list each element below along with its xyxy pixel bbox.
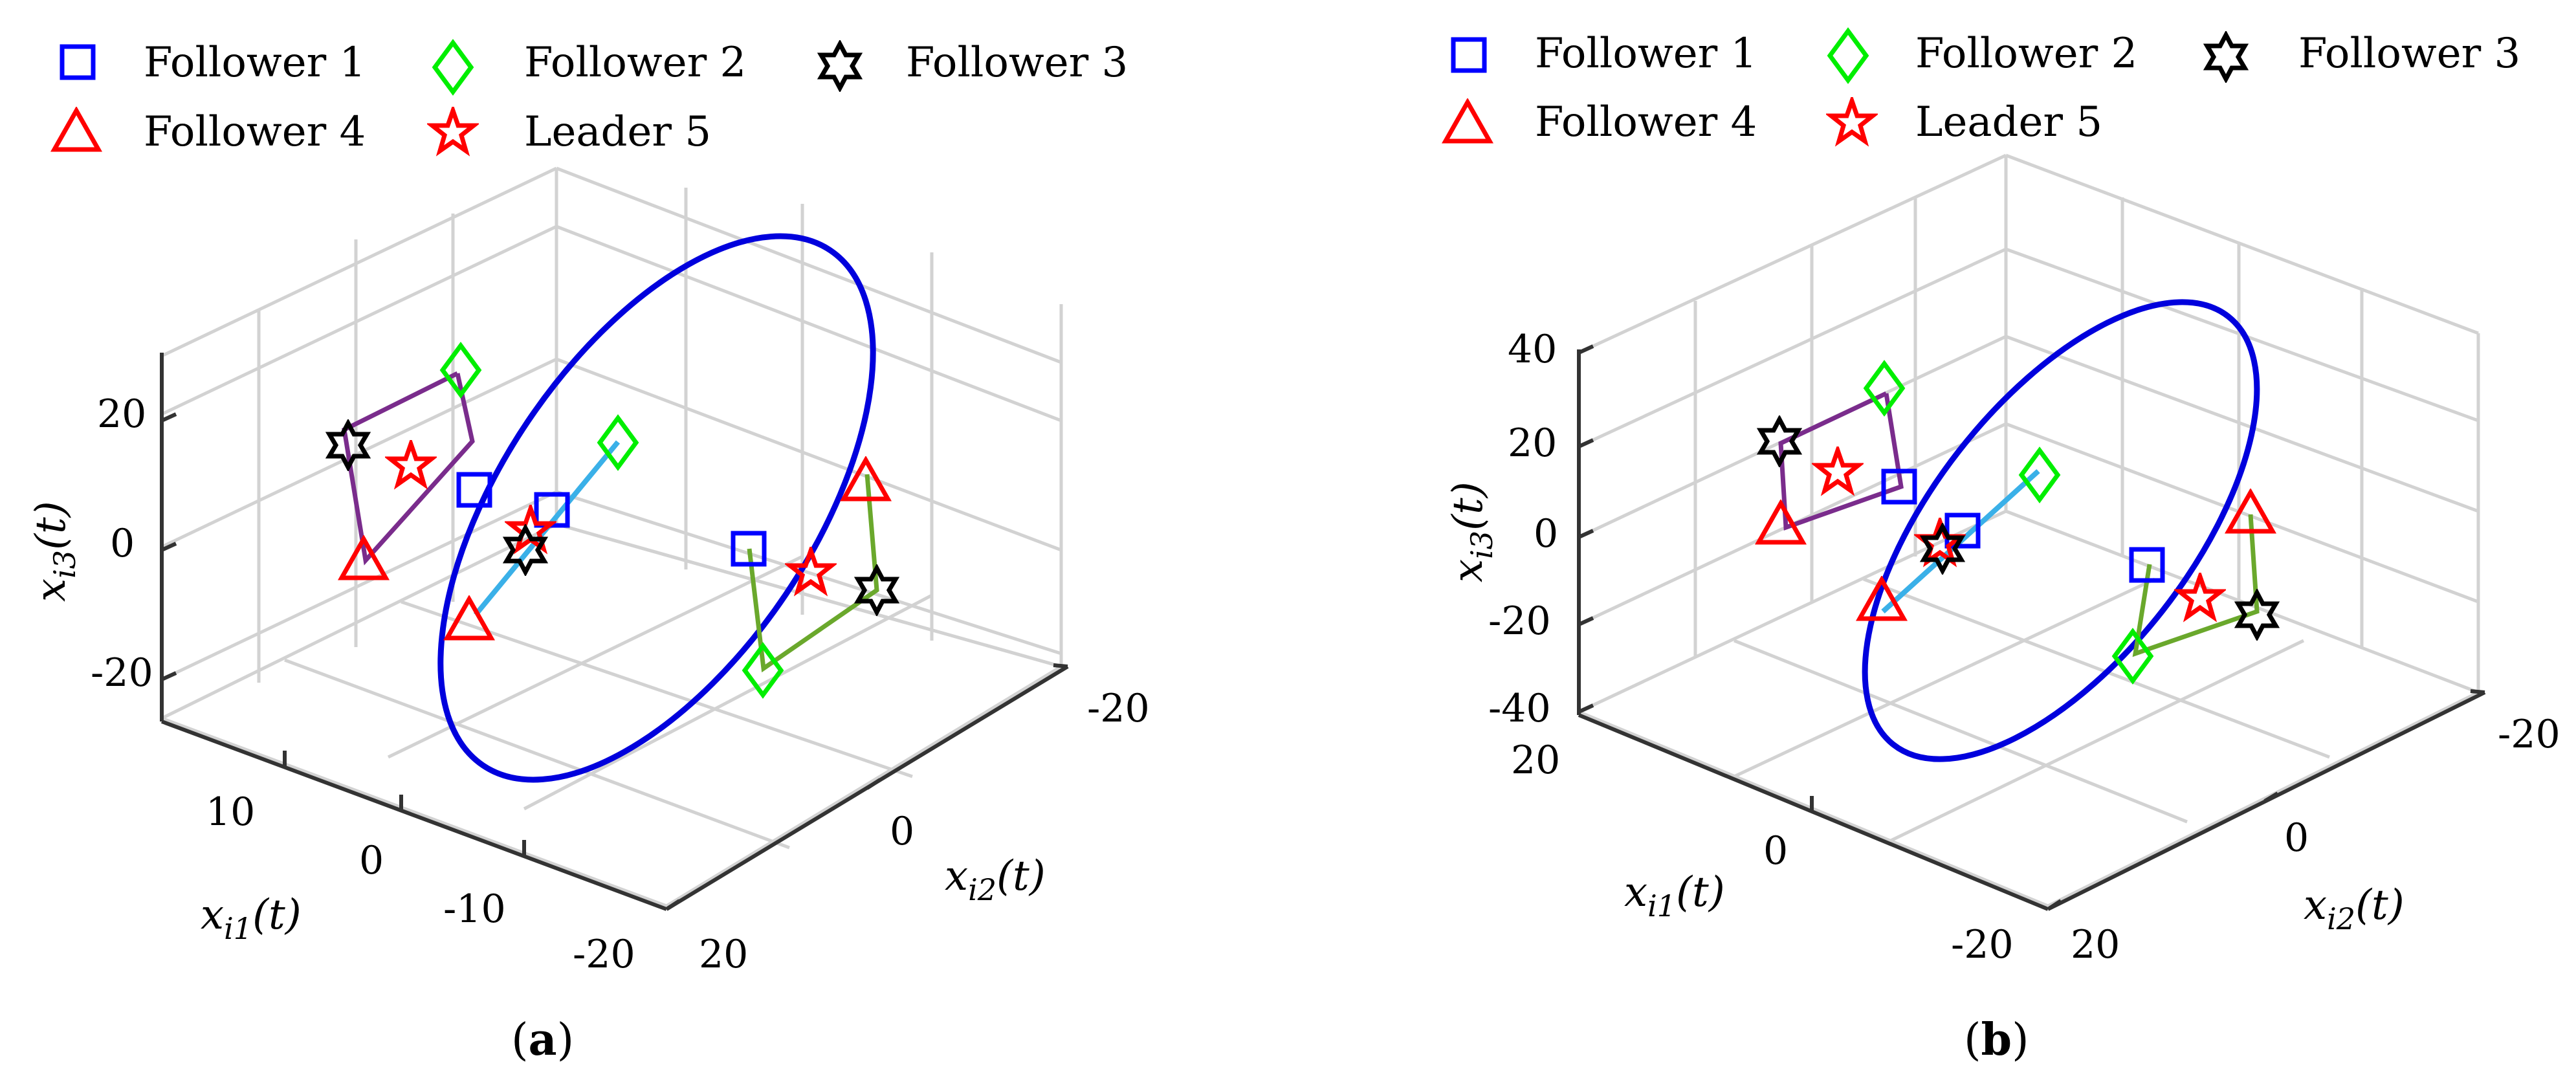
panel-a-z-label: xi3(t) [27, 501, 82, 602]
panel-a-formation-right [747, 474, 879, 673]
panel-b-formation-right [2132, 514, 2260, 657]
legend-label-leader-5: Leader 5 [1915, 98, 2102, 146]
legend-label-leader-5: Leader 5 [524, 108, 711, 156]
legend-marker-triangle-icon [1446, 102, 1490, 141]
legend-marker-square-icon [62, 47, 93, 78]
panel-b-tick-labels: 40 20 0 -20 -40 20 0 -20 20 0 -20 [1488, 327, 2560, 967]
tick-label: 40 [1508, 327, 1557, 372]
legend-marker-pentagram-icon [1831, 101, 1873, 141]
leader-5-marker [790, 551, 831, 591]
tick-label: 0 [1534, 511, 1558, 557]
legend-a: Follower 1 Follower 2 Follower 3 Followe… [54, 39, 1128, 156]
panel-b-z-label: xi3(t) [1444, 481, 1499, 582]
legend-label-follower-2: Follower 2 [1915, 30, 2137, 78]
legend-marker-hexagram-icon [821, 44, 859, 88]
legend-label-follower-3: Follower 3 [906, 39, 1128, 87]
tick-label: -10 [443, 887, 506, 932]
legend-marker-triangle-icon [54, 111, 98, 149]
panel-a-ticks [160, 412, 1068, 911]
leader-5-marker [1817, 450, 1858, 490]
panel-a-formation-left [342, 371, 475, 566]
legend-label-follower-3: Follower 3 [2298, 30, 2520, 78]
legend-b: Follower 1 Follower 2 Follower 3 Followe… [1446, 30, 2520, 146]
tick-label: 20 [699, 932, 748, 977]
panel-b-ticks [1578, 344, 2485, 911]
legend-marker-diamond-icon [435, 43, 471, 92]
panel-a-tick-labels: 20 0 -20 10 0 -10 -20 20 0 -20 [91, 391, 1150, 977]
panel-a-y-label: xi2(t) [945, 852, 1046, 907]
tick-label: -20 [573, 932, 635, 977]
tick-label: 20 [97, 391, 146, 437]
tick-label: -20 [1951, 922, 2014, 967]
tick-label: 20 [2071, 922, 2120, 967]
tick-label: 0 [110, 521, 135, 566]
panel-b: 40 20 0 -20 -40 20 0 -20 20 0 -20 xi1(t)… [1444, 153, 2560, 1066]
legend-marker-pentagram-icon [432, 111, 474, 151]
panel-b-grid [1577, 153, 2480, 908]
legend-marker-square-icon [1453, 39, 1484, 71]
tick-label: 10 [206, 789, 255, 835]
panel-b-leader-trajectory [1862, 299, 2260, 762]
tick-label: -20 [2498, 712, 2560, 757]
tick-label: -20 [1087, 686, 1150, 731]
legend-label-follower-2: Follower 2 [524, 39, 746, 87]
tick-label: -40 [1488, 686, 1551, 731]
panel-b-caption: (b) [1964, 1014, 2029, 1066]
tick-label: -20 [91, 650, 153, 696]
panel-b-y-label: xi2(t) [2304, 881, 2405, 936]
legend-label-follower-4: Follower 4 [1535, 98, 1757, 146]
panel-a: 20 0 -20 10 0 -10 -20 20 0 -20 xi1(t) xi… [27, 166, 1150, 1066]
panel-a-grid [160, 166, 1063, 908]
panel-a-leader-trajectory [437, 233, 876, 783]
tick-label: 0 [2284, 815, 2309, 861]
leader-5-marker [390, 444, 432, 484]
legend-marker-hexagram-icon [2207, 35, 2245, 79]
tick-label: 0 [1763, 828, 1788, 874]
tick-label: -20 [1488, 599, 1551, 644]
follower-2-marker [2021, 450, 2058, 500]
panel-a-caption: (a) [511, 1014, 574, 1066]
tick-label: 20 [1508, 421, 1557, 466]
panel-a-markers [329, 346, 896, 695]
tick-label: 20 [1511, 738, 1560, 783]
panel-b-x-label: xi1(t) [1624, 868, 1725, 923]
legend-label-follower-1: Follower 1 [1535, 30, 1757, 78]
legend-marker-diamond-icon [1830, 31, 1866, 80]
panel-a-x-label: xi1(t) [201, 891, 302, 946]
legend-label-follower-4: Follower 4 [144, 108, 366, 156]
tick-label: 0 [890, 809, 914, 854]
tick-label: 0 [359, 838, 384, 883]
panel-b-formation-left [1778, 391, 1904, 531]
legend-label-follower-1: Follower 1 [144, 39, 366, 87]
